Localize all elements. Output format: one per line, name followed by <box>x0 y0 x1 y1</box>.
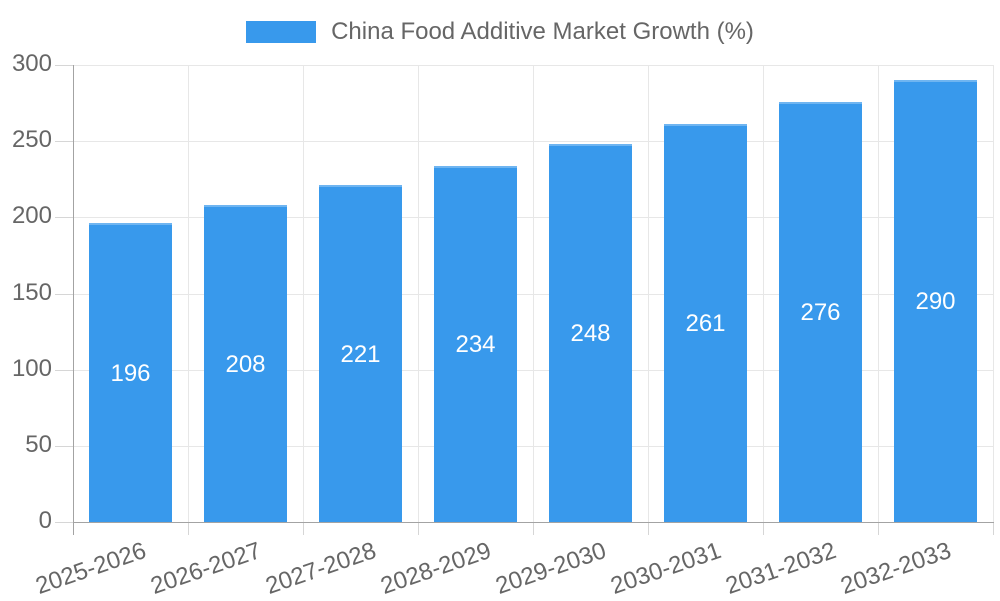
x-axis-tick-label: 2027-2028 <box>261 537 380 600</box>
x-axis-tick-label: 2031-2032 <box>721 537 840 600</box>
bar-value-label: 261 <box>685 310 726 338</box>
legend[interactable]: China Food Additive Market Growth (%) <box>0 18 1000 46</box>
y-tick-mark <box>55 293 73 295</box>
y-axis-tick-label: 0 <box>38 506 52 534</box>
bar-value-label: 208 <box>225 350 266 378</box>
bar: 234 <box>434 165 517 522</box>
gridline-vertical <box>763 65 764 522</box>
plot-right-border <box>993 65 994 522</box>
y-tick-mark <box>55 522 73 523</box>
gridline-vertical <box>533 65 534 522</box>
x-tick-mark <box>993 522 994 535</box>
gridline-vertical <box>878 65 879 522</box>
gridline-vertical <box>303 65 304 522</box>
y-axis-tick-label: 200 <box>11 202 52 230</box>
x-tick-mark <box>418 522 419 535</box>
x-axis-line <box>73 522 994 523</box>
y-tick-mark <box>55 141 73 143</box>
y-axis-tick-label: 250 <box>11 126 52 154</box>
x-tick-mark <box>303 522 304 535</box>
y-tick-mark <box>55 217 73 219</box>
bar: 196 <box>89 223 172 522</box>
x-tick-mark <box>533 522 534 535</box>
y-axis-line <box>73 65 74 535</box>
bar-value-label: 221 <box>340 340 381 368</box>
y-axis-tick-label: 100 <box>11 354 52 382</box>
x-axis-tick-label: 2026-2027 <box>146 537 265 600</box>
x-axis-tick-label: 2029-2030 <box>491 537 610 600</box>
bar: 221 <box>319 185 402 522</box>
legend-label: China Food Additive Market Growth (%) <box>331 18 754 45</box>
bar: 276 <box>779 101 862 522</box>
y-tick-mark <box>55 65 73 66</box>
y-axis-tick-label: 150 <box>11 278 52 306</box>
x-tick-mark <box>763 522 764 535</box>
gridline-vertical <box>648 65 649 522</box>
x-tick-mark <box>878 522 879 535</box>
gridline-vertical <box>188 65 189 522</box>
x-axis-tick-label: 2028-2029 <box>376 537 495 600</box>
gridline-vertical <box>418 65 419 522</box>
x-tick-mark <box>648 522 649 535</box>
y-tick-mark <box>55 369 73 371</box>
bar-value-label: 196 <box>110 359 151 387</box>
bar-value-label: 234 <box>455 330 496 358</box>
x-axis-tick-label: 2030-2031 <box>606 537 725 600</box>
y-axis-tick-label: 50 <box>25 430 52 458</box>
bar-value-label: 276 <box>800 298 841 326</box>
x-axis-tick-label: 2032-2033 <box>836 537 955 600</box>
legend-swatch <box>246 21 317 43</box>
bar: 261 <box>664 124 747 522</box>
bar: 290 <box>894 80 977 522</box>
x-tick-mark <box>188 522 189 535</box>
bar-value-label: 290 <box>915 288 956 316</box>
bar: 248 <box>549 144 632 522</box>
y-axis-tick-label: 300 <box>11 49 52 77</box>
bar-value-label: 248 <box>570 320 611 348</box>
y-tick-mark <box>55 445 73 447</box>
x-axis-tick-label: 2025-2026 <box>31 537 150 600</box>
bar: 208 <box>204 205 287 522</box>
